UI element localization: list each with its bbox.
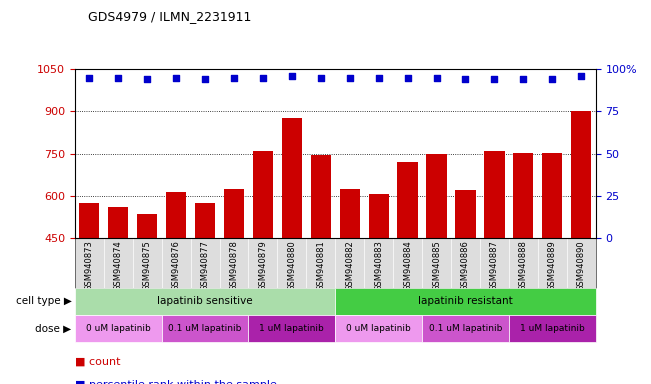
- Text: GSM940873: GSM940873: [85, 240, 94, 291]
- Point: [489, 76, 499, 82]
- Bar: [137, 214, 158, 238]
- Bar: [571, 111, 591, 238]
- Text: 0 uM lapatinib: 0 uM lapatinib: [346, 324, 411, 333]
- Bar: [311, 155, 331, 238]
- Text: GSM940883: GSM940883: [374, 240, 383, 291]
- Bar: [335, 315, 422, 342]
- Bar: [426, 154, 447, 238]
- Bar: [75, 288, 335, 315]
- Text: GSM940886: GSM940886: [461, 240, 470, 291]
- Point: [344, 74, 355, 81]
- Text: 0.1 uM lapatinib: 0.1 uM lapatinib: [429, 324, 502, 333]
- Bar: [161, 315, 249, 342]
- Bar: [368, 194, 389, 238]
- Point: [518, 76, 529, 82]
- Point: [258, 74, 268, 81]
- Text: GSM940878: GSM940878: [230, 240, 238, 291]
- Point: [576, 73, 587, 79]
- Text: GSM940879: GSM940879: [258, 240, 268, 291]
- Point: [402, 74, 413, 81]
- Bar: [335, 288, 596, 315]
- Text: GSM940877: GSM940877: [201, 240, 210, 291]
- Bar: [166, 192, 186, 238]
- Point: [286, 73, 297, 79]
- Text: GSM940887: GSM940887: [490, 240, 499, 291]
- Text: GSM940888: GSM940888: [519, 240, 528, 291]
- Text: 0 uM lapatinib: 0 uM lapatinib: [86, 324, 150, 333]
- Bar: [79, 203, 100, 238]
- Text: dose ▶: dose ▶: [36, 323, 72, 333]
- Point: [229, 74, 239, 81]
- Text: 0.1 uM lapatinib: 0.1 uM lapatinib: [169, 324, 242, 333]
- Bar: [224, 189, 244, 238]
- Bar: [542, 153, 562, 238]
- Text: ■ percentile rank within the sample: ■ percentile rank within the sample: [75, 380, 277, 384]
- Bar: [108, 207, 128, 238]
- Text: GSM940874: GSM940874: [114, 240, 123, 291]
- Bar: [75, 315, 161, 342]
- Bar: [513, 153, 533, 238]
- Bar: [509, 315, 596, 342]
- Bar: [455, 190, 476, 238]
- Bar: [253, 151, 273, 238]
- Point: [171, 74, 182, 81]
- Point: [374, 74, 384, 81]
- Text: GSM940881: GSM940881: [316, 240, 326, 291]
- Text: ■ count: ■ count: [75, 357, 120, 367]
- Text: GSM940880: GSM940880: [287, 240, 296, 291]
- Bar: [422, 315, 509, 342]
- Point: [113, 74, 124, 81]
- Text: GSM940876: GSM940876: [172, 240, 180, 291]
- Text: GSM940889: GSM940889: [547, 240, 557, 291]
- Text: GSM940890: GSM940890: [577, 240, 586, 291]
- Bar: [484, 151, 505, 238]
- Bar: [282, 118, 302, 238]
- Point: [432, 74, 442, 81]
- Text: cell type ▶: cell type ▶: [16, 296, 72, 306]
- Text: 1 uM lapatinib: 1 uM lapatinib: [520, 324, 585, 333]
- Bar: [398, 162, 418, 238]
- Point: [142, 76, 152, 82]
- Text: lapatinib resistant: lapatinib resistant: [418, 296, 513, 306]
- Text: GSM940885: GSM940885: [432, 240, 441, 291]
- Point: [547, 76, 557, 82]
- Bar: [249, 315, 335, 342]
- Text: GSM940875: GSM940875: [143, 240, 152, 291]
- Bar: [340, 189, 360, 238]
- Text: GSM940882: GSM940882: [345, 240, 354, 291]
- Text: GSM940884: GSM940884: [403, 240, 412, 291]
- Bar: [195, 203, 215, 238]
- Point: [316, 74, 326, 81]
- Point: [200, 76, 210, 82]
- Point: [84, 74, 94, 81]
- Point: [460, 76, 471, 82]
- Text: GDS4979 / ILMN_2231911: GDS4979 / ILMN_2231911: [88, 10, 251, 23]
- Text: 1 uM lapatinib: 1 uM lapatinib: [260, 324, 324, 333]
- Text: lapatinib sensitive: lapatinib sensitive: [158, 296, 253, 306]
